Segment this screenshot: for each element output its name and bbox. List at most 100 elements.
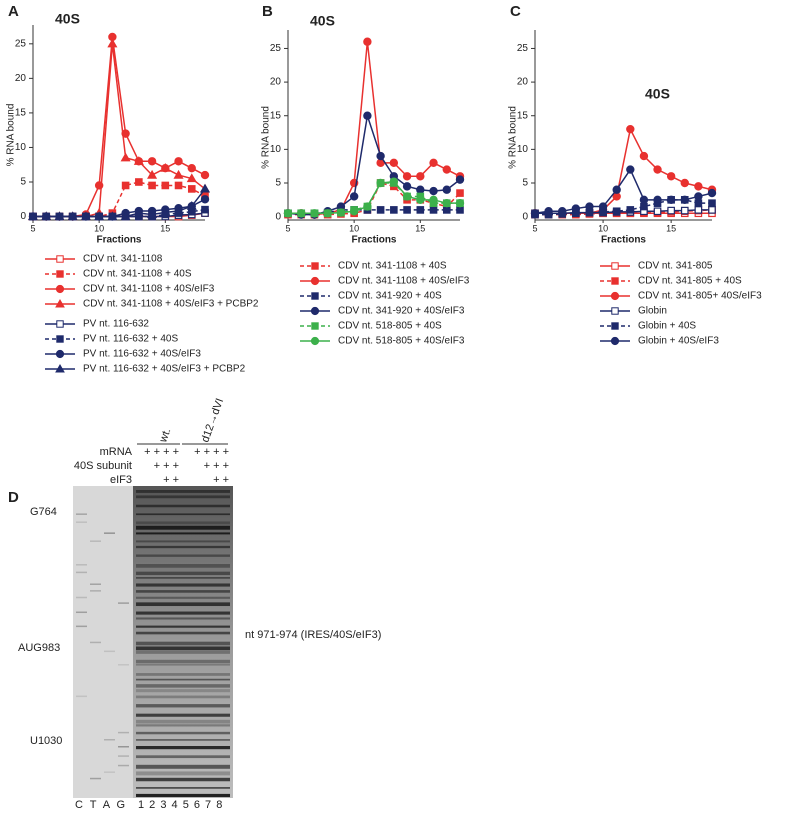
legend-label: Globin + 40S/eIF3 xyxy=(638,336,719,347)
gel-band xyxy=(118,664,129,666)
series-line xyxy=(534,168,713,215)
legend-marker xyxy=(611,262,619,270)
x-tick-label: 5 xyxy=(532,223,537,233)
marker xyxy=(416,185,425,194)
marker xyxy=(442,165,451,174)
panel-label: A xyxy=(8,3,19,20)
row-signs: + + xyxy=(213,474,229,486)
marker xyxy=(442,185,451,194)
y-tick-label: 5 xyxy=(522,178,528,189)
y-tick-label: 10 xyxy=(270,144,282,155)
legend-marker xyxy=(56,335,64,343)
chart-title: 40S xyxy=(645,86,670,102)
legend-marker xyxy=(610,336,620,346)
gel-band xyxy=(136,739,230,741)
legend-label: CDV nt. 341-1108 xyxy=(83,254,163,265)
legend-label: PV nt. 116-632 + 40S xyxy=(83,334,178,345)
x-tick-label: 10 xyxy=(94,223,104,233)
y-tick-label: 20 xyxy=(15,73,27,84)
marker xyxy=(121,181,130,190)
lane-numbers: 1 2 3 4 5 6 7 8 xyxy=(138,799,223,811)
marker xyxy=(680,195,689,205)
gel-band xyxy=(136,673,230,676)
gel-band xyxy=(76,596,87,599)
marker xyxy=(653,195,662,205)
legend-marker xyxy=(56,320,64,328)
gel-band xyxy=(136,755,230,759)
gel-band xyxy=(136,596,230,599)
marker xyxy=(363,111,372,120)
gel-band xyxy=(136,504,230,508)
gel-band xyxy=(136,602,230,607)
legend-marker xyxy=(55,363,65,373)
y-tick-label: 0 xyxy=(20,211,26,222)
y-tick-label: 20 xyxy=(270,77,282,88)
marker xyxy=(107,38,118,48)
marker xyxy=(121,129,130,138)
legend-marker xyxy=(311,322,319,330)
gel-band xyxy=(136,631,230,635)
legend-label: CDV nt. 518-805 + 40S xyxy=(338,321,442,332)
marker xyxy=(174,157,183,166)
y-tick-label: 20 xyxy=(517,77,529,88)
marker xyxy=(148,181,156,190)
marker xyxy=(67,211,78,221)
gel-band xyxy=(136,554,230,557)
gel-band xyxy=(118,755,129,757)
marker xyxy=(403,206,411,214)
marker xyxy=(429,158,438,168)
gel-band xyxy=(136,713,230,717)
marker xyxy=(456,206,464,214)
gel-band xyxy=(136,695,230,699)
gel-band xyxy=(136,564,230,568)
marker xyxy=(199,183,211,193)
gel-band xyxy=(76,625,87,628)
row-signs: + + xyxy=(163,474,179,486)
y-tick-label: 0 xyxy=(522,211,528,222)
marker xyxy=(429,195,438,205)
gel-band xyxy=(136,731,230,735)
marker xyxy=(349,192,359,201)
marker xyxy=(456,189,464,197)
row-label: eIF3 xyxy=(110,474,132,486)
marker xyxy=(416,195,425,205)
gel-band xyxy=(136,571,230,576)
marker xyxy=(653,165,662,174)
gel-band xyxy=(90,540,101,542)
marker xyxy=(402,172,412,181)
marker xyxy=(186,200,197,210)
marker xyxy=(200,195,210,204)
panel-label: C xyxy=(510,3,521,20)
legend-label: CDV nt. 341-805 xyxy=(638,261,713,272)
gel-band xyxy=(76,571,87,574)
marker xyxy=(708,199,716,207)
marker xyxy=(147,169,158,179)
row-label: mRNA xyxy=(100,446,133,458)
row-signs: + + + xyxy=(204,460,229,472)
marker xyxy=(402,182,412,191)
gel-band xyxy=(90,590,101,592)
gel-band xyxy=(118,764,129,767)
legend-marker xyxy=(611,307,619,315)
marker xyxy=(174,181,183,190)
gel-band xyxy=(136,719,230,724)
gel-band xyxy=(136,777,230,782)
legend-label: CDV nt. 341-1108 + 40S/eIF3 + PCBP2 xyxy=(83,299,259,310)
marker xyxy=(585,202,594,211)
y-tick-label: 10 xyxy=(517,144,529,155)
gel-band xyxy=(136,540,230,543)
gel-band xyxy=(136,787,230,789)
marker xyxy=(707,188,717,198)
marker xyxy=(363,37,372,46)
group-label: d12→dVI xyxy=(199,397,226,444)
marker xyxy=(297,209,306,218)
marker xyxy=(200,170,210,180)
x-axis-label: Fractions xyxy=(351,235,396,246)
legend-marker xyxy=(56,255,64,263)
marker xyxy=(349,207,359,216)
gel-band xyxy=(136,490,230,493)
legend-marker xyxy=(55,298,65,308)
